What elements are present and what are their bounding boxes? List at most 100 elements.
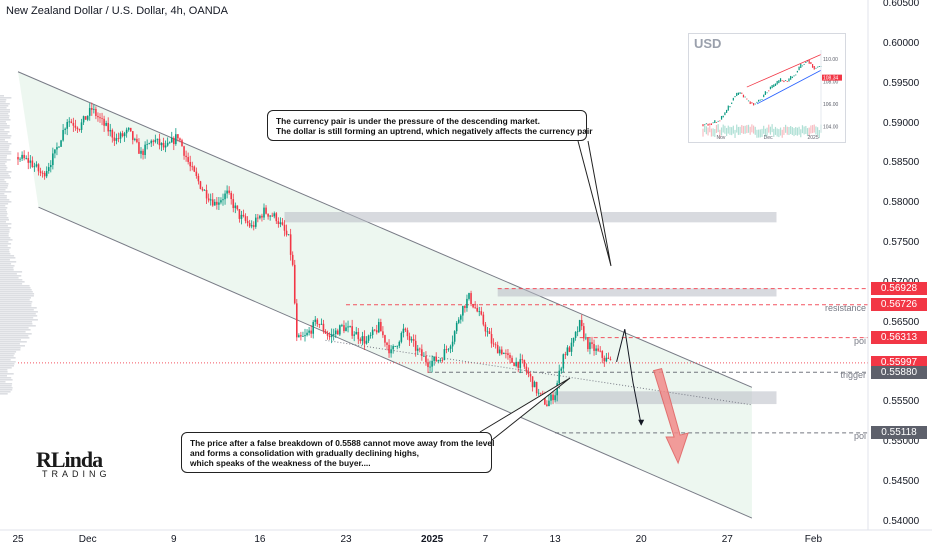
candle-body bbox=[501, 349, 503, 354]
candle-body bbox=[539, 392, 542, 394]
inset-volume-bar bbox=[704, 124, 706, 133]
inset-candle bbox=[702, 124, 704, 127]
candle-body bbox=[33, 166, 36, 168]
y-tick-label: 0.59000 bbox=[883, 117, 920, 129]
volume-profile-bar bbox=[0, 331, 26, 333]
inset-volume-bar bbox=[742, 125, 745, 134]
candle-body bbox=[429, 366, 431, 368]
candle-body bbox=[572, 337, 575, 343]
inset-candle bbox=[813, 66, 815, 70]
x-tick-label: 2025 bbox=[420, 534, 444, 545]
candle-body bbox=[433, 356, 435, 361]
projection-arrows bbox=[616, 329, 689, 465]
candle-body bbox=[548, 400, 550, 407]
candle-body bbox=[357, 331, 360, 340]
candle-body bbox=[316, 319, 319, 325]
inset-candle bbox=[710, 123, 713, 126]
candle-body bbox=[480, 311, 483, 315]
inset-volume-bar bbox=[712, 128, 714, 137]
inset-volume-bar bbox=[813, 124, 815, 133]
candle-body bbox=[554, 395, 556, 401]
volume-profile-bar bbox=[0, 343, 20, 345]
inset-candle bbox=[810, 62, 812, 65]
candle-body bbox=[293, 264, 296, 304]
candle-body bbox=[330, 334, 333, 338]
usd-inset-chart: USD 110.00 108.00 106.00 104.00 Nov Dec 2025 10… bbox=[688, 33, 846, 143]
inset-candle bbox=[744, 96, 746, 98]
inset-candle bbox=[808, 60, 810, 64]
candle-body bbox=[129, 127, 132, 132]
inset-candle bbox=[739, 92, 741, 94]
candle-body bbox=[138, 142, 140, 154]
y-tick-label: 0.58000 bbox=[883, 197, 920, 209]
inset-candle bbox=[779, 78, 782, 82]
volume-profile-bar bbox=[0, 109, 10, 111]
inset-upper-trendline bbox=[746, 54, 822, 88]
inset-volume-bar bbox=[806, 128, 809, 137]
candle-body bbox=[427, 362, 429, 368]
volume-profile-bar bbox=[0, 121, 6, 123]
candle-body bbox=[285, 230, 288, 235]
volume-profile-bar bbox=[0, 329, 31, 331]
candle-body bbox=[607, 357, 610, 359]
candle-body bbox=[529, 374, 532, 377]
x-tick-label: 23 bbox=[340, 534, 352, 545]
volume-profile-bar bbox=[0, 279, 23, 281]
candle-body bbox=[351, 326, 353, 336]
volume-profile-bar bbox=[0, 105, 9, 107]
volume-profile-bar bbox=[0, 291, 33, 293]
candle-body bbox=[476, 307, 478, 312]
candle-body bbox=[503, 352, 505, 354]
candle-body bbox=[361, 336, 364, 342]
x-tick-label: 27 bbox=[721, 534, 733, 545]
candle-body bbox=[603, 357, 606, 362]
inset-candle bbox=[715, 122, 718, 123]
candle-body bbox=[400, 332, 403, 342]
inset-candle bbox=[796, 70, 798, 73]
inset-volume-bar bbox=[764, 128, 766, 137]
candle-body bbox=[228, 190, 230, 193]
candle-body bbox=[181, 140, 183, 147]
candle-body bbox=[154, 139, 157, 142]
volume-profile-bar bbox=[0, 173, 9, 175]
candle-body bbox=[488, 331, 491, 335]
candle-body bbox=[224, 193, 226, 200]
inset-candle bbox=[726, 109, 728, 113]
volume-profile-bar bbox=[0, 325, 36, 327]
candle-body bbox=[156, 138, 159, 140]
candle-body bbox=[164, 145, 167, 148]
inset-volume-bar bbox=[810, 125, 812, 134]
candle-body bbox=[99, 117, 101, 119]
inset-volume-bar bbox=[747, 124, 750, 133]
volume-profile-bar bbox=[0, 267, 14, 269]
inset-volume-bar bbox=[715, 124, 718, 133]
candle-body bbox=[595, 348, 597, 351]
candle-body bbox=[236, 205, 239, 210]
volume-profile-bar bbox=[0, 245, 8, 247]
volume-profile-bar bbox=[0, 247, 11, 249]
candle-body bbox=[589, 342, 591, 350]
volume-profile-bar bbox=[0, 187, 8, 189]
forecast-arrowhead bbox=[638, 419, 645, 426]
inset-volume-bar bbox=[731, 127, 733, 136]
volume-profile-bar bbox=[0, 355, 14, 357]
candle-body bbox=[242, 214, 245, 217]
target-arrow bbox=[652, 367, 689, 465]
candle-body bbox=[222, 199, 224, 201]
volume-profile-bar bbox=[0, 199, 10, 201]
inset-y-tick: 104.00 bbox=[823, 124, 839, 130]
candle-body bbox=[66, 122, 68, 129]
volume-profile-bar bbox=[0, 305, 32, 307]
volume-profile-bar bbox=[0, 341, 27, 343]
candle-body bbox=[230, 192, 232, 200]
candle-body bbox=[556, 383, 558, 396]
inset-candle bbox=[801, 65, 804, 67]
candle-body bbox=[275, 213, 278, 222]
inset-volume-bar bbox=[727, 125, 729, 134]
inset-volume-bar bbox=[793, 128, 795, 137]
candle-body bbox=[566, 347, 569, 356]
forecast-path bbox=[616, 329, 642, 425]
candle-body bbox=[232, 199, 235, 209]
inset-candle bbox=[818, 65, 820, 67]
